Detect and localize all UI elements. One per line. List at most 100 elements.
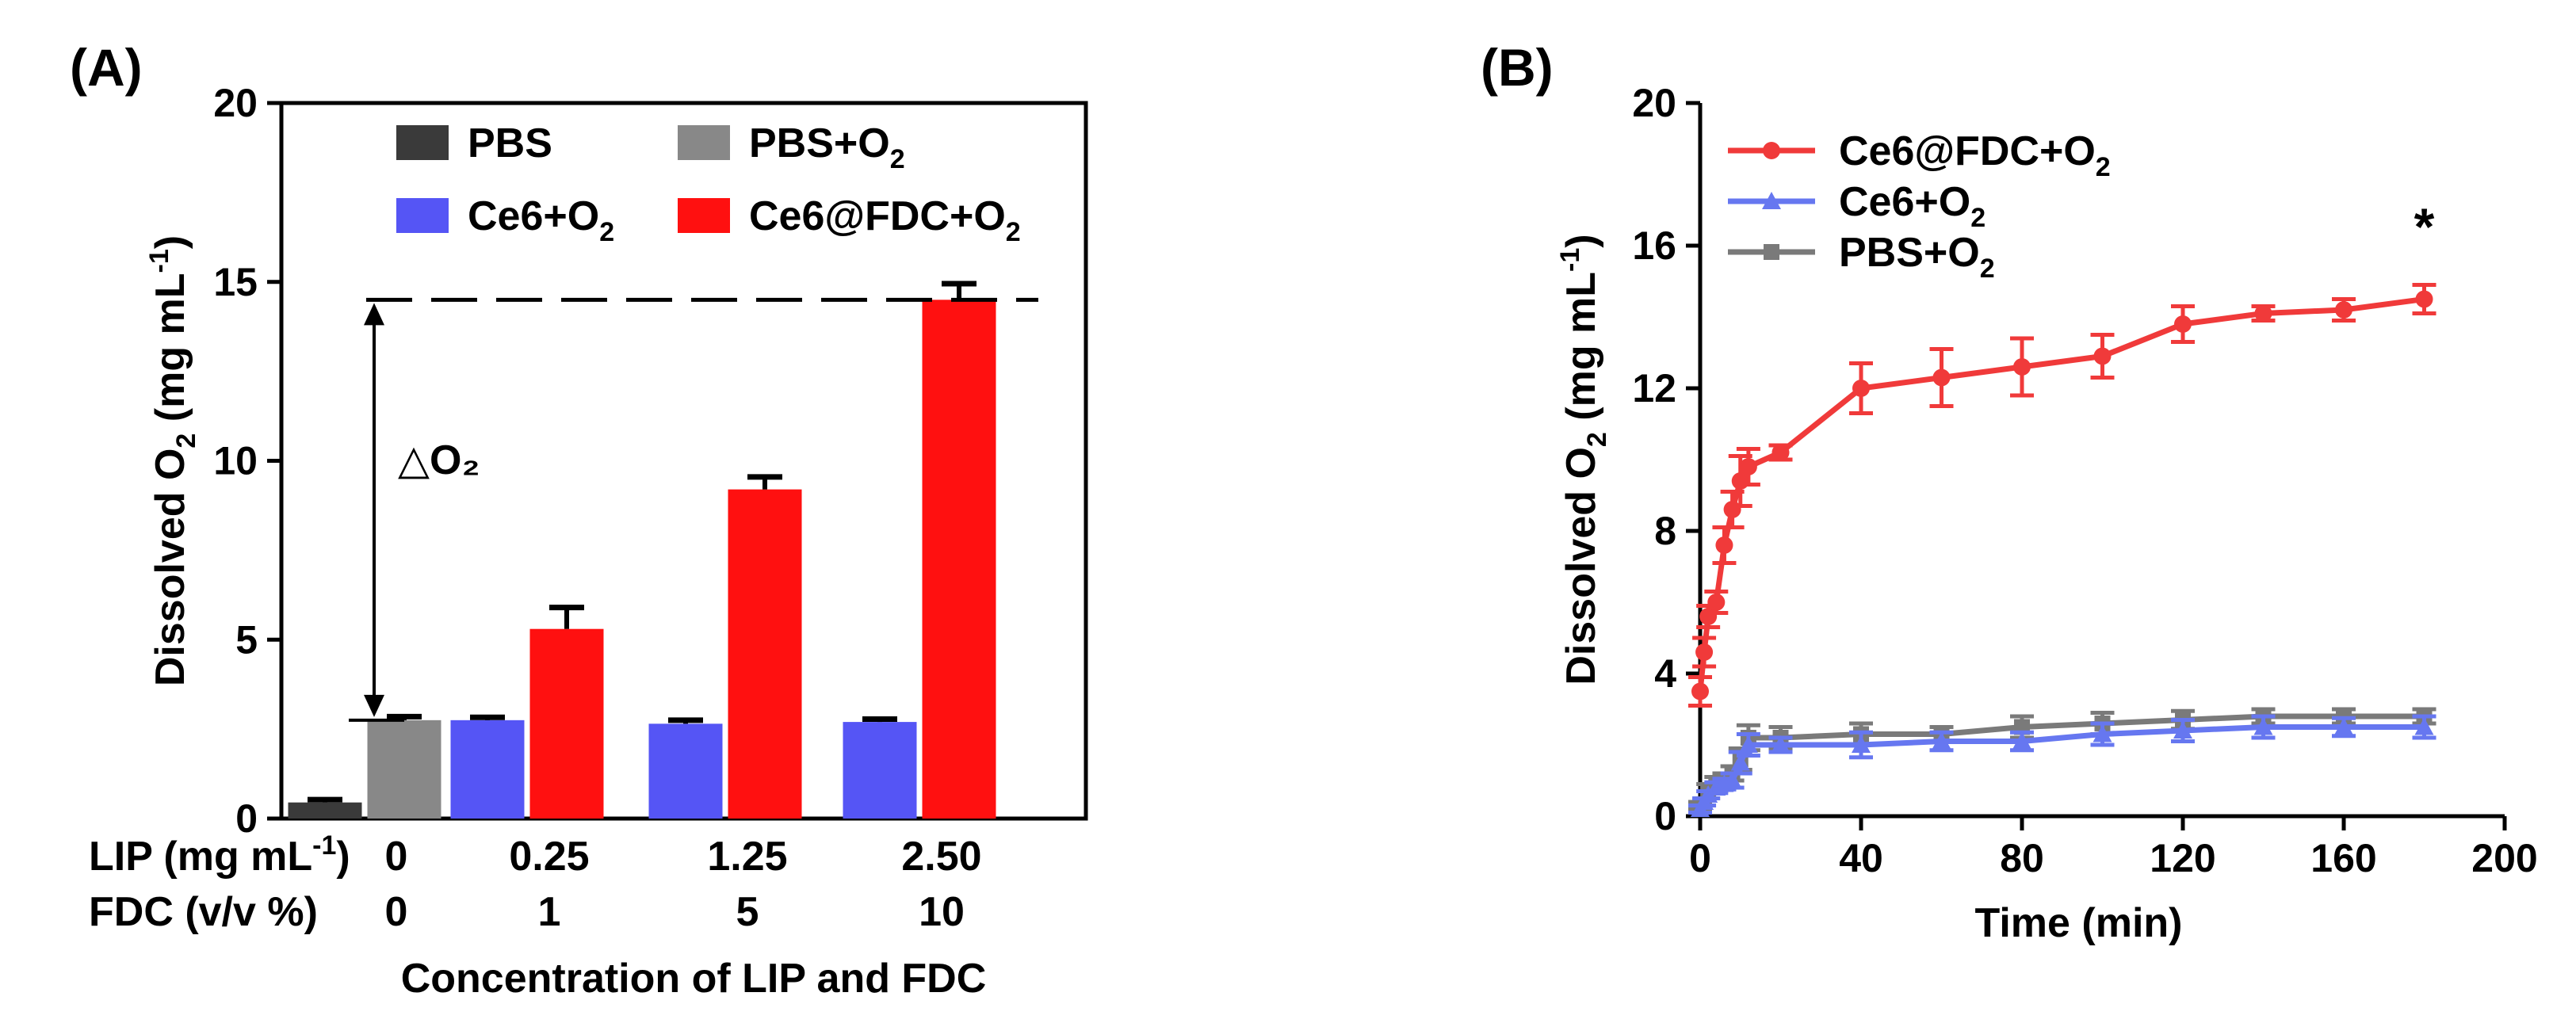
panel-b-y-tick-label: 0 xyxy=(1654,794,1676,838)
data-point-circle xyxy=(2013,358,2031,376)
delta-label: △O₂ xyxy=(398,437,480,483)
legend-label-text: Ce6+O xyxy=(1839,179,1970,225)
data-point-circle xyxy=(1763,142,1780,159)
data-point-triangle xyxy=(1738,735,1758,753)
panel-b-x-tick-label: 120 xyxy=(2150,836,2215,880)
fdc-value: 0 xyxy=(385,889,408,935)
fdc-row-label: FDC (v/v %) xyxy=(89,889,318,935)
panel-b-y-tick-label: 12 xyxy=(1632,366,1676,410)
data-point-circle xyxy=(1695,643,1714,661)
legend-label-subscript: 2 xyxy=(1980,254,1995,284)
fdc-value: 1 xyxy=(538,889,561,935)
data-point-triangle xyxy=(1771,735,1791,753)
data-point-triangle xyxy=(2334,717,2353,735)
legend-label: Ce6+O2 xyxy=(1839,179,1986,233)
legend-label-text: Ce6+O xyxy=(468,193,599,239)
legend-label-text: Ce6@FDC+O xyxy=(1839,128,2096,174)
legend-label-text: PBS xyxy=(468,120,552,166)
y-title-text: ) xyxy=(1558,234,1604,247)
panel-b-x-tick-label: 0 xyxy=(1689,836,1711,880)
legend-label: Ce6@FDC+O2 xyxy=(749,193,1021,247)
panel-b-label: (B) xyxy=(1481,38,1554,97)
series-line-ce6-o2 xyxy=(1697,724,2425,811)
data-point-circle xyxy=(1691,682,1709,700)
data-point-triangle xyxy=(2012,731,2031,750)
panel-a-y-tick-label: 0 xyxy=(235,796,258,841)
panel-b-y-tick-label: 20 xyxy=(1632,81,1676,125)
data-point-triangle xyxy=(2093,724,2112,742)
legend-label-text: PBS+O xyxy=(1839,230,1980,276)
lip-value: 0.25 xyxy=(509,834,589,880)
y-title-text: Dissolved O xyxy=(147,449,193,687)
y-title-superscript: -1 xyxy=(1555,248,1585,272)
y-title-subscript: 2 xyxy=(171,433,201,449)
legend-label-subscript: 2 xyxy=(2096,152,2111,182)
legend-label-subscript: 2 xyxy=(1970,203,1986,233)
data-point-circle xyxy=(1932,368,1951,387)
bar-ce6-o2 xyxy=(648,723,723,819)
lip-value: 0 xyxy=(385,834,408,880)
legend-label-text: PBS+O xyxy=(749,120,890,166)
data-point-triangle xyxy=(1722,771,1742,788)
panel-b-y-tick-label: 4 xyxy=(1654,651,1676,696)
bar-ce6-o2 xyxy=(843,722,917,819)
data-point-triangle xyxy=(2253,717,2273,735)
fdc-value: 10 xyxy=(919,889,965,935)
data-point-triangle xyxy=(1932,731,1951,750)
lip-row-superscript: -1 xyxy=(312,830,336,861)
data-point-circle xyxy=(2093,347,2112,365)
legend-swatch xyxy=(396,125,449,160)
data-point-circle xyxy=(2335,301,2352,319)
legend-swatch xyxy=(678,198,730,233)
data-point-circle xyxy=(2174,315,2192,333)
panel-b-x-tick-label: 40 xyxy=(1839,836,1883,880)
legend-label: Ce6@FDC+O2 xyxy=(1839,128,2111,182)
panel-a-y-tick-label: 5 xyxy=(235,617,258,662)
data-point-triangle xyxy=(2173,721,2192,739)
delta-arrow-head-down xyxy=(364,694,384,717)
data-point-circle xyxy=(1739,458,1757,475)
legend-label: PBS xyxy=(468,120,552,166)
lip-row-text: LIP (mg mL xyxy=(89,834,312,880)
panel-b-x-tick-label: 160 xyxy=(2310,836,2376,880)
data-point-square xyxy=(1764,244,1779,260)
data-point-circle xyxy=(1715,536,1733,554)
y-title-text: (mg mL xyxy=(1558,272,1604,432)
data-point-triangle xyxy=(1852,735,1871,753)
bar-ce6-fdc-o2 xyxy=(529,628,604,819)
data-point-circle xyxy=(2254,304,2272,323)
data-point-circle xyxy=(2415,290,2433,308)
panel-b-y-axis-title: Dissolved O2 (mg mL-1) xyxy=(1555,234,1612,685)
data-point-circle xyxy=(1852,380,1870,397)
bar-ce6-fdc-o2 xyxy=(728,489,802,819)
legend-swatch xyxy=(678,125,730,160)
y-title-superscript: -1 xyxy=(144,249,174,273)
bar-ce6-o2 xyxy=(450,720,525,819)
panel-a-y-tick-label: 20 xyxy=(213,81,258,125)
data-point-triangle xyxy=(1730,753,1750,771)
bar-pbs-o2 xyxy=(367,720,441,819)
y-title-text: Dissolved O xyxy=(1558,447,1604,685)
delta-arrow-head-up xyxy=(364,303,384,326)
panel-b-x-tick-label: 200 xyxy=(2471,836,2537,880)
lip-row-text: ) xyxy=(336,834,350,880)
panel-b-y-tick-label: 8 xyxy=(1654,509,1676,553)
legend-label-subscript: 2 xyxy=(599,217,614,247)
panel-a-y-tick-label: 10 xyxy=(213,439,258,483)
panel-b-y-tick-label: 16 xyxy=(1632,223,1676,268)
panel-a-y-tick-label: 15 xyxy=(213,260,258,304)
legend-label-subscript: 2 xyxy=(890,144,905,174)
panel-a-label: (A) xyxy=(70,38,143,97)
panel-b-x-tick-label: 80 xyxy=(2000,836,2044,880)
series-line-ce6-fdc-o2 xyxy=(1697,296,2425,692)
legend-label: PBS+O2 xyxy=(1839,230,1995,284)
data-point-circle xyxy=(1707,594,1726,611)
legend-swatch xyxy=(396,198,449,233)
lip-row-label: LIP (mg mL-1) xyxy=(89,830,350,880)
fdc-value: 5 xyxy=(736,889,759,935)
y-title-text: (mg mL xyxy=(147,273,193,433)
bar-pbs xyxy=(288,802,362,819)
data-point-circle xyxy=(1771,444,1790,461)
